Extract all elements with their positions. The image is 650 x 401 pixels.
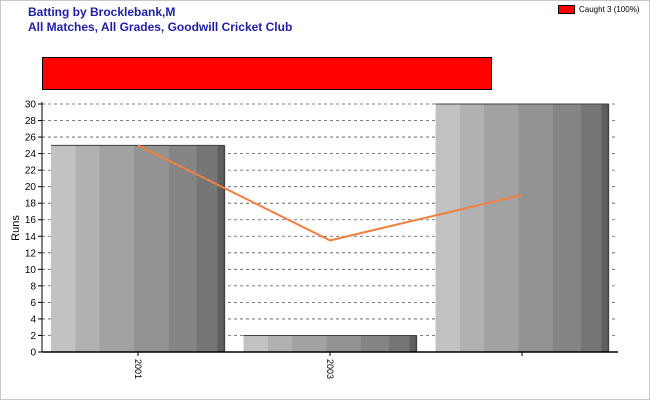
y-tick-label: 2 (30, 331, 36, 342)
bar (51, 145, 225, 352)
y-tick-label: 16 (25, 215, 37, 226)
y-tick-label: 0 (30, 348, 36, 359)
chart-title-line2: All Matches, All Grades, Goodwill Cricke… (28, 20, 293, 34)
legend-swatch (558, 5, 575, 14)
y-tick-label: 28 (25, 116, 37, 127)
chart-legend: Caught 3 (100%) (558, 5, 639, 14)
trend-line (137, 144, 523, 242)
y-tick-label: 12 (25, 248, 37, 259)
chart-title: Batting by Brocklebank,M All Matches, Al… (28, 5, 292, 35)
legend-label: Caught 3 (100%) (579, 5, 640, 14)
bar (435, 104, 609, 352)
y-tick-label: 18 (25, 199, 37, 210)
y-tick-label: 8 (30, 281, 36, 292)
bar (243, 335, 417, 352)
summary-bar (42, 57, 492, 90)
x-tick-label: 2003 (325, 359, 335, 379)
chart-title-line1: Batting by Brocklebank,M (28, 5, 176, 19)
y-tick-label: 14 (25, 232, 37, 243)
y-tick-label: 24 (25, 149, 37, 160)
y-tick-label: 4 (30, 314, 36, 325)
y-tick-label: 6 (30, 298, 36, 309)
y-axis-title: Runs (10, 215, 22, 241)
y-tick-label: 26 (25, 133, 37, 144)
y-tick-label: 30 (25, 100, 37, 111)
x-tick-label: 2001 (133, 359, 143, 379)
y-tick-label: 22 (25, 166, 37, 177)
y-tick-label: 20 (25, 182, 37, 193)
y-tick-label: 10 (25, 265, 37, 276)
